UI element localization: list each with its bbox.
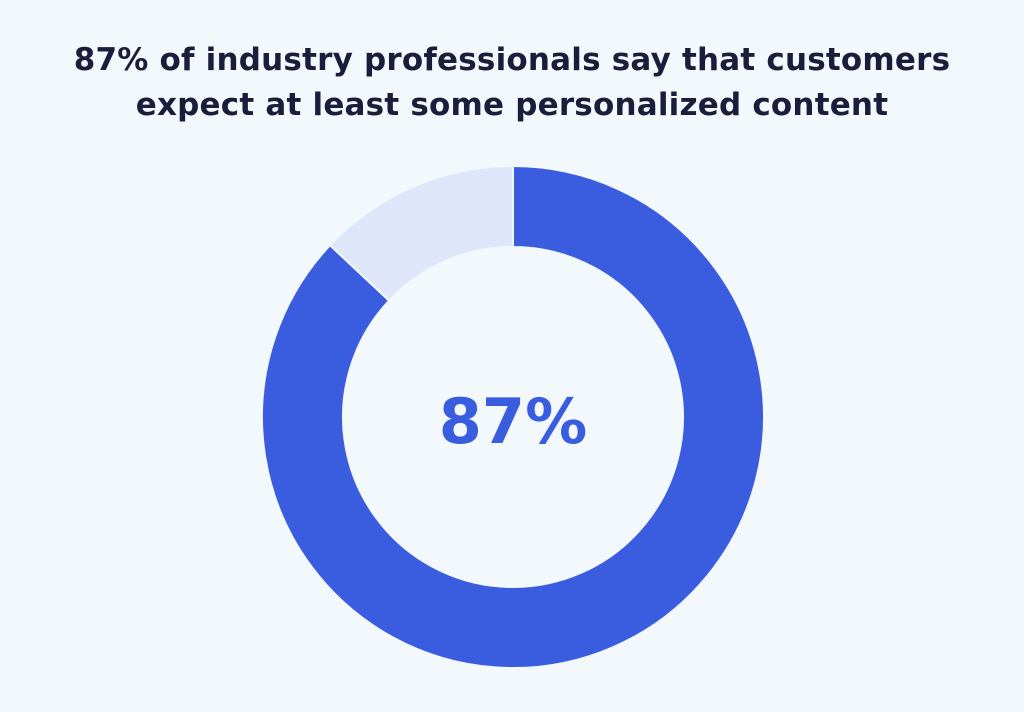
chart-title: 87% of industry professionals say that c… xyxy=(0,38,1024,128)
donut-slice-1 xyxy=(261,164,765,669)
chart-title-line-1: 87% of industry professionals say that c… xyxy=(73,42,951,78)
chart-title-line-2: expect at least some personalized conten… xyxy=(135,87,889,123)
donut-slice-2 xyxy=(328,164,514,303)
center-value-label: 87% xyxy=(439,385,587,458)
